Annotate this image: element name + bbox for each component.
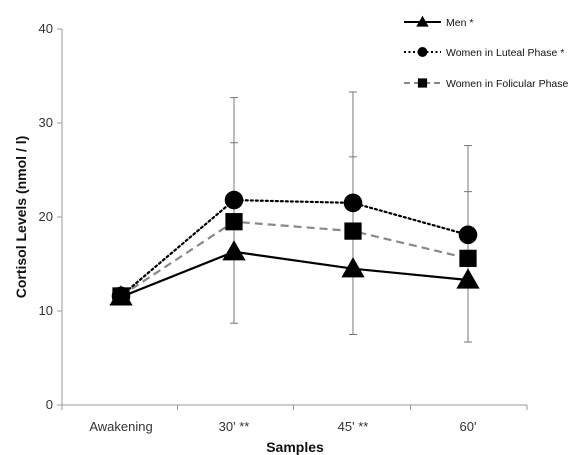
legend-label: Women in Folicular Phase <box>446 78 569 90</box>
data-point <box>344 222 362 240</box>
series-line <box>119 198 470 298</box>
y-tick-label: 20 <box>39 209 53 224</box>
data-point <box>343 193 363 213</box>
data-point <box>458 225 478 245</box>
series-lines <box>119 198 470 298</box>
y-tick-label: 10 <box>39 303 53 318</box>
x-tick-label: Awakening <box>89 419 152 434</box>
series-line <box>120 250 469 298</box>
legend-marker <box>417 78 428 88</box>
legend-marker <box>416 15 429 27</box>
data-point <box>459 249 477 267</box>
axes <box>57 28 528 410</box>
legend-marker <box>417 47 428 57</box>
x-tick-label: 30' ** <box>219 419 250 434</box>
error-bars <box>230 91 472 343</box>
data-point <box>224 190 244 210</box>
data-point <box>341 257 365 278</box>
y-tick-label: 30 <box>39 115 53 130</box>
x-axis-title: Samples <box>266 439 324 455</box>
data-point <box>109 285 133 306</box>
data-point <box>225 213 243 231</box>
x-tick-label: 45' ** <box>338 419 369 434</box>
y-tick-label: 0 <box>46 397 53 412</box>
legend-label: Men * <box>446 17 473 29</box>
tick-labels: 0 10 20 30 40 Awakening 30' ** 45' ** 60' <box>39 21 477 434</box>
y-tick-label: 40 <box>39 21 53 36</box>
series-markers <box>109 190 480 306</box>
y-axis-title: Cortisol Levels (nmol / l) <box>13 136 29 299</box>
data-point <box>222 240 246 261</box>
data-point <box>456 268 480 289</box>
legend: Men * Women in Luteal Phase * Women in Fol… <box>404 15 569 90</box>
x-tick-label: 60' <box>460 419 477 434</box>
legend-label: Women in Luteal Phase * <box>446 47 564 59</box>
series-line <box>120 220 469 297</box>
